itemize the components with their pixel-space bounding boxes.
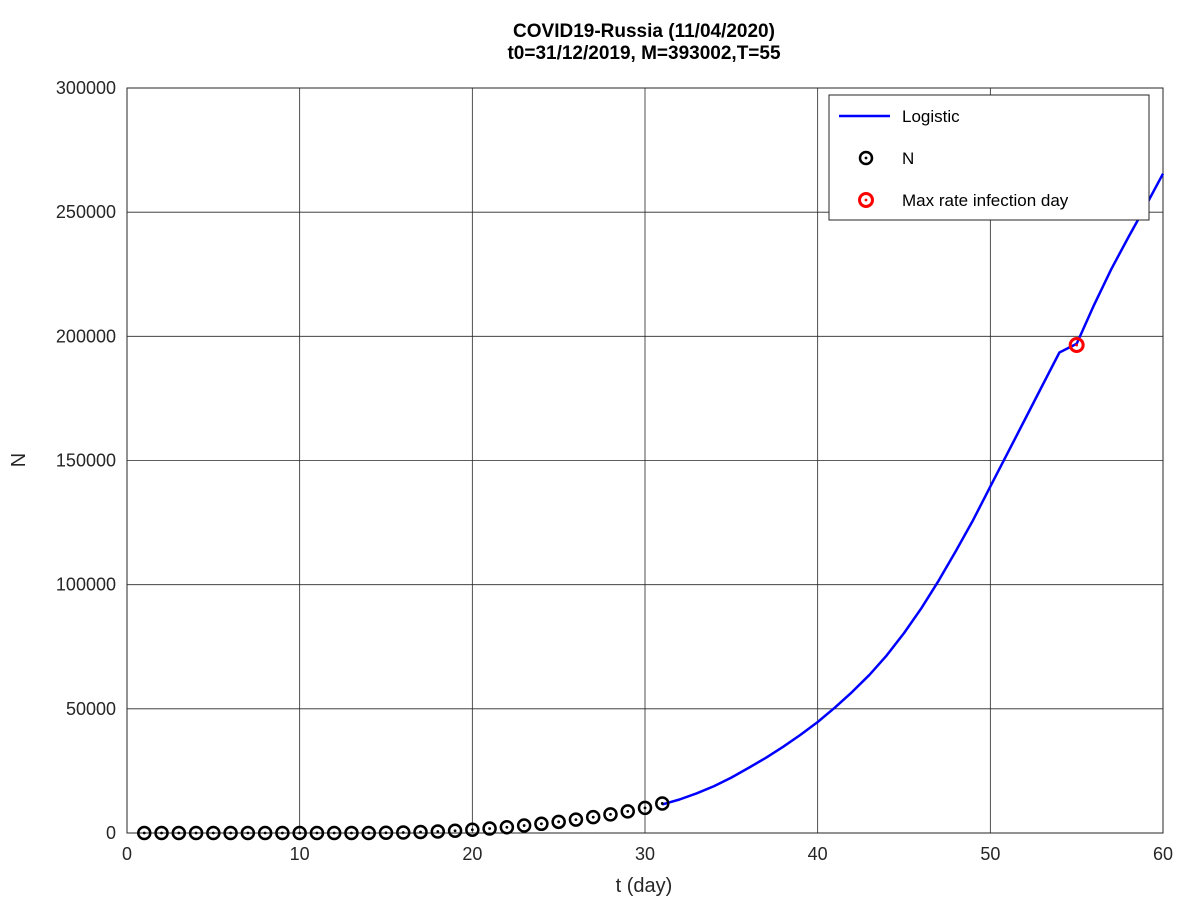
n-data-point-center (609, 812, 612, 816)
y-tick-label: 50000 (66, 699, 116, 719)
n-data-point-center (453, 829, 457, 833)
n-data-point (430, 824, 446, 839)
n-data-point (240, 825, 256, 841)
x-tick-label: 40 (808, 844, 828, 864)
n-data-point (257, 825, 273, 841)
n-data-point-center (643, 806, 647, 810)
n-data-point-center (488, 827, 491, 830)
x-tick-label: 60 (1153, 844, 1173, 864)
n-data-point (171, 825, 187, 841)
x-tick-label: 10 (290, 844, 310, 864)
max-rate-point-center (1075, 343, 1079, 347)
y-tick-label: 300000 (56, 78, 116, 98)
n-data-point-center (229, 831, 233, 835)
n-data-point (585, 809, 601, 825)
legend-label: Max rate infection day (902, 191, 1069, 210)
n-data-point (603, 807, 618, 822)
y-axis-label: N (8, 453, 30, 467)
n-data-point-center (160, 831, 163, 835)
n-data-point-center (142, 831, 146, 835)
n-data-point (465, 822, 480, 838)
legend-n-swatch (858, 150, 874, 166)
n-data-point (655, 796, 670, 811)
n-data-point (620, 804, 635, 819)
x-tick-label: 50 (980, 844, 1000, 864)
n-data-point (326, 825, 342, 841)
n-data-point-center (298, 831, 302, 835)
n-data-point-center (401, 831, 405, 834)
legend: Logistic N Max rate infection day (828, 94, 1150, 221)
plot-frame (126, 87, 1164, 834)
n-data-point-center (384, 831, 388, 835)
n-data-point-center (419, 830, 422, 834)
n-data-point (275, 825, 290, 841)
n-data-point (413, 824, 428, 840)
n-data-point-center (557, 820, 561, 824)
n-data-point-center (505, 825, 509, 829)
legend-max-rate-swatch (858, 192, 874, 208)
y-tick-label: 150000 (56, 451, 116, 471)
n-data-point-center (436, 830, 440, 833)
n-data-point (551, 814, 566, 830)
n-data-point (188, 825, 204, 841)
n-data-point (499, 820, 515, 835)
n-data-point-center (660, 802, 664, 805)
n-data-point-center (367, 831, 371, 835)
n-data-point (516, 818, 532, 833)
n-data-point-center (281, 831, 284, 835)
legend-max-rate-swatch-center (864, 198, 868, 202)
n-data-point (361, 825, 376, 841)
n-data-point-center (211, 831, 215, 835)
y-tick-label: 100000 (56, 575, 116, 595)
chart-title: COVID19-Russia (11/04/2020) (513, 21, 775, 42)
n-data-point-center (246, 831, 250, 835)
n-data-point (396, 825, 411, 840)
n-data-point-center (522, 824, 526, 827)
n-data-point (154, 825, 169, 841)
y-tick-label: 250000 (56, 202, 116, 222)
n-data-point-center (574, 818, 578, 821)
n-data-point-center (540, 822, 543, 826)
n-data-point (344, 825, 359, 841)
legend-label: Logistic (902, 107, 960, 126)
x-axis-label: t (day) (616, 875, 673, 897)
n-data-point (378, 825, 394, 841)
n-data-point (447, 823, 463, 839)
n-data-point-center (470, 828, 474, 832)
n-data-point (292, 825, 307, 841)
n-data-point-center (591, 815, 595, 819)
n-data-point-center (194, 831, 198, 835)
n-data-point (137, 825, 152, 841)
y-tick-label: 0 (106, 823, 116, 843)
legend-label: N (902, 149, 914, 168)
n-data-point-center (177, 831, 181, 835)
y-tick-label: 200000 (56, 326, 116, 346)
n-data-point-center (315, 831, 319, 835)
max-rate-point (1068, 337, 1085, 354)
n-data-point-center (350, 831, 353, 835)
logistic-curve (661, 173, 1165, 806)
legend-n-swatch-center (864, 156, 868, 160)
n-data-point (309, 825, 325, 841)
n-data-point-center (626, 809, 630, 813)
n-data-point-center (332, 831, 336, 835)
n-data-point (206, 825, 221, 841)
x-tick-label: 20 (462, 844, 482, 864)
x-tick-label: 30 (635, 844, 655, 864)
n-data-point (534, 816, 549, 832)
n-data-point (568, 812, 584, 827)
n-data-point-center (263, 831, 267, 835)
x-tick-label: 0 (122, 844, 132, 864)
n-data-point (482, 821, 497, 836)
n-data-point (223, 825, 238, 841)
chart-subtitle: t0=31/12/2019, M=393002,T=55 (507, 43, 781, 64)
n-data-point (637, 800, 653, 816)
